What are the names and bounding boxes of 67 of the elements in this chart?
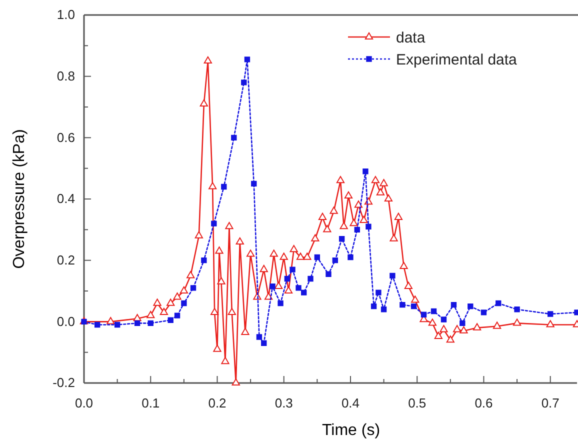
point (480, 310, 487, 316)
x-tick-label: 0.2 (208, 396, 226, 411)
y-tick-label: 1.0 (56, 7, 75, 22)
point (376, 290, 382, 296)
point (256, 334, 262, 340)
point (134, 320, 140, 326)
point (548, 311, 554, 317)
point (201, 257, 207, 264)
point (332, 257, 338, 264)
y-tick-label: 0.8 (56, 68, 75, 84)
point (148, 320, 154, 326)
point (114, 322, 120, 328)
point (314, 254, 320, 260)
point (326, 271, 332, 277)
point (460, 320, 466, 326)
point (450, 302, 457, 308)
point (251, 180, 257, 187)
point (308, 276, 314, 282)
y-tick-label: 0.6 (56, 130, 75, 145)
y-tick-label: 0.4 (56, 191, 75, 206)
point (290, 266, 296, 272)
point (400, 302, 406, 308)
point (270, 284, 276, 290)
point (440, 316, 447, 322)
y-axis-title: Overpressure (kPa) (11, 129, 28, 269)
legend-label: data (396, 29, 426, 46)
point (168, 317, 174, 323)
point (174, 312, 180, 318)
y-tick-label: 0.0 (56, 314, 75, 329)
y-tick-label: -0.2 (52, 375, 75, 390)
point (380, 306, 387, 312)
point (296, 285, 302, 291)
point (514, 306, 520, 312)
point (420, 312, 427, 318)
x-axis-title: Time (s) (322, 422, 380, 439)
x-tick-label: 0.3 (274, 396, 293, 411)
point (496, 300, 502, 306)
point (338, 236, 345, 242)
point (301, 290, 307, 296)
point (244, 56, 250, 62)
point (231, 134, 237, 141)
point (468, 303, 474, 310)
point (190, 285, 196, 291)
x-tick-label: 0.7 (541, 396, 560, 411)
point (410, 303, 417, 310)
legend-label: Experimental data (396, 51, 518, 68)
point (366, 224, 372, 230)
point (241, 80, 247, 86)
point (430, 308, 437, 314)
point (181, 300, 187, 306)
point (94, 322, 100, 328)
point (390, 272, 396, 279)
x-tick-label: 0.6 (474, 396, 493, 411)
x-tick-label: 0.4 (341, 396, 360, 411)
point (221, 184, 227, 190)
point (284, 276, 290, 282)
x-tick-label: 0.1 (142, 396, 160, 411)
y-tick-label: 0.2 (56, 252, 75, 268)
point (362, 168, 368, 174)
point (354, 226, 360, 233)
x-tick-label: 0.5 (408, 396, 426, 411)
point (261, 340, 267, 346)
point (278, 300, 284, 306)
point (370, 303, 377, 310)
x-tick-label: 0.0 (74, 396, 94, 411)
point (348, 254, 354, 260)
point (211, 220, 217, 226)
